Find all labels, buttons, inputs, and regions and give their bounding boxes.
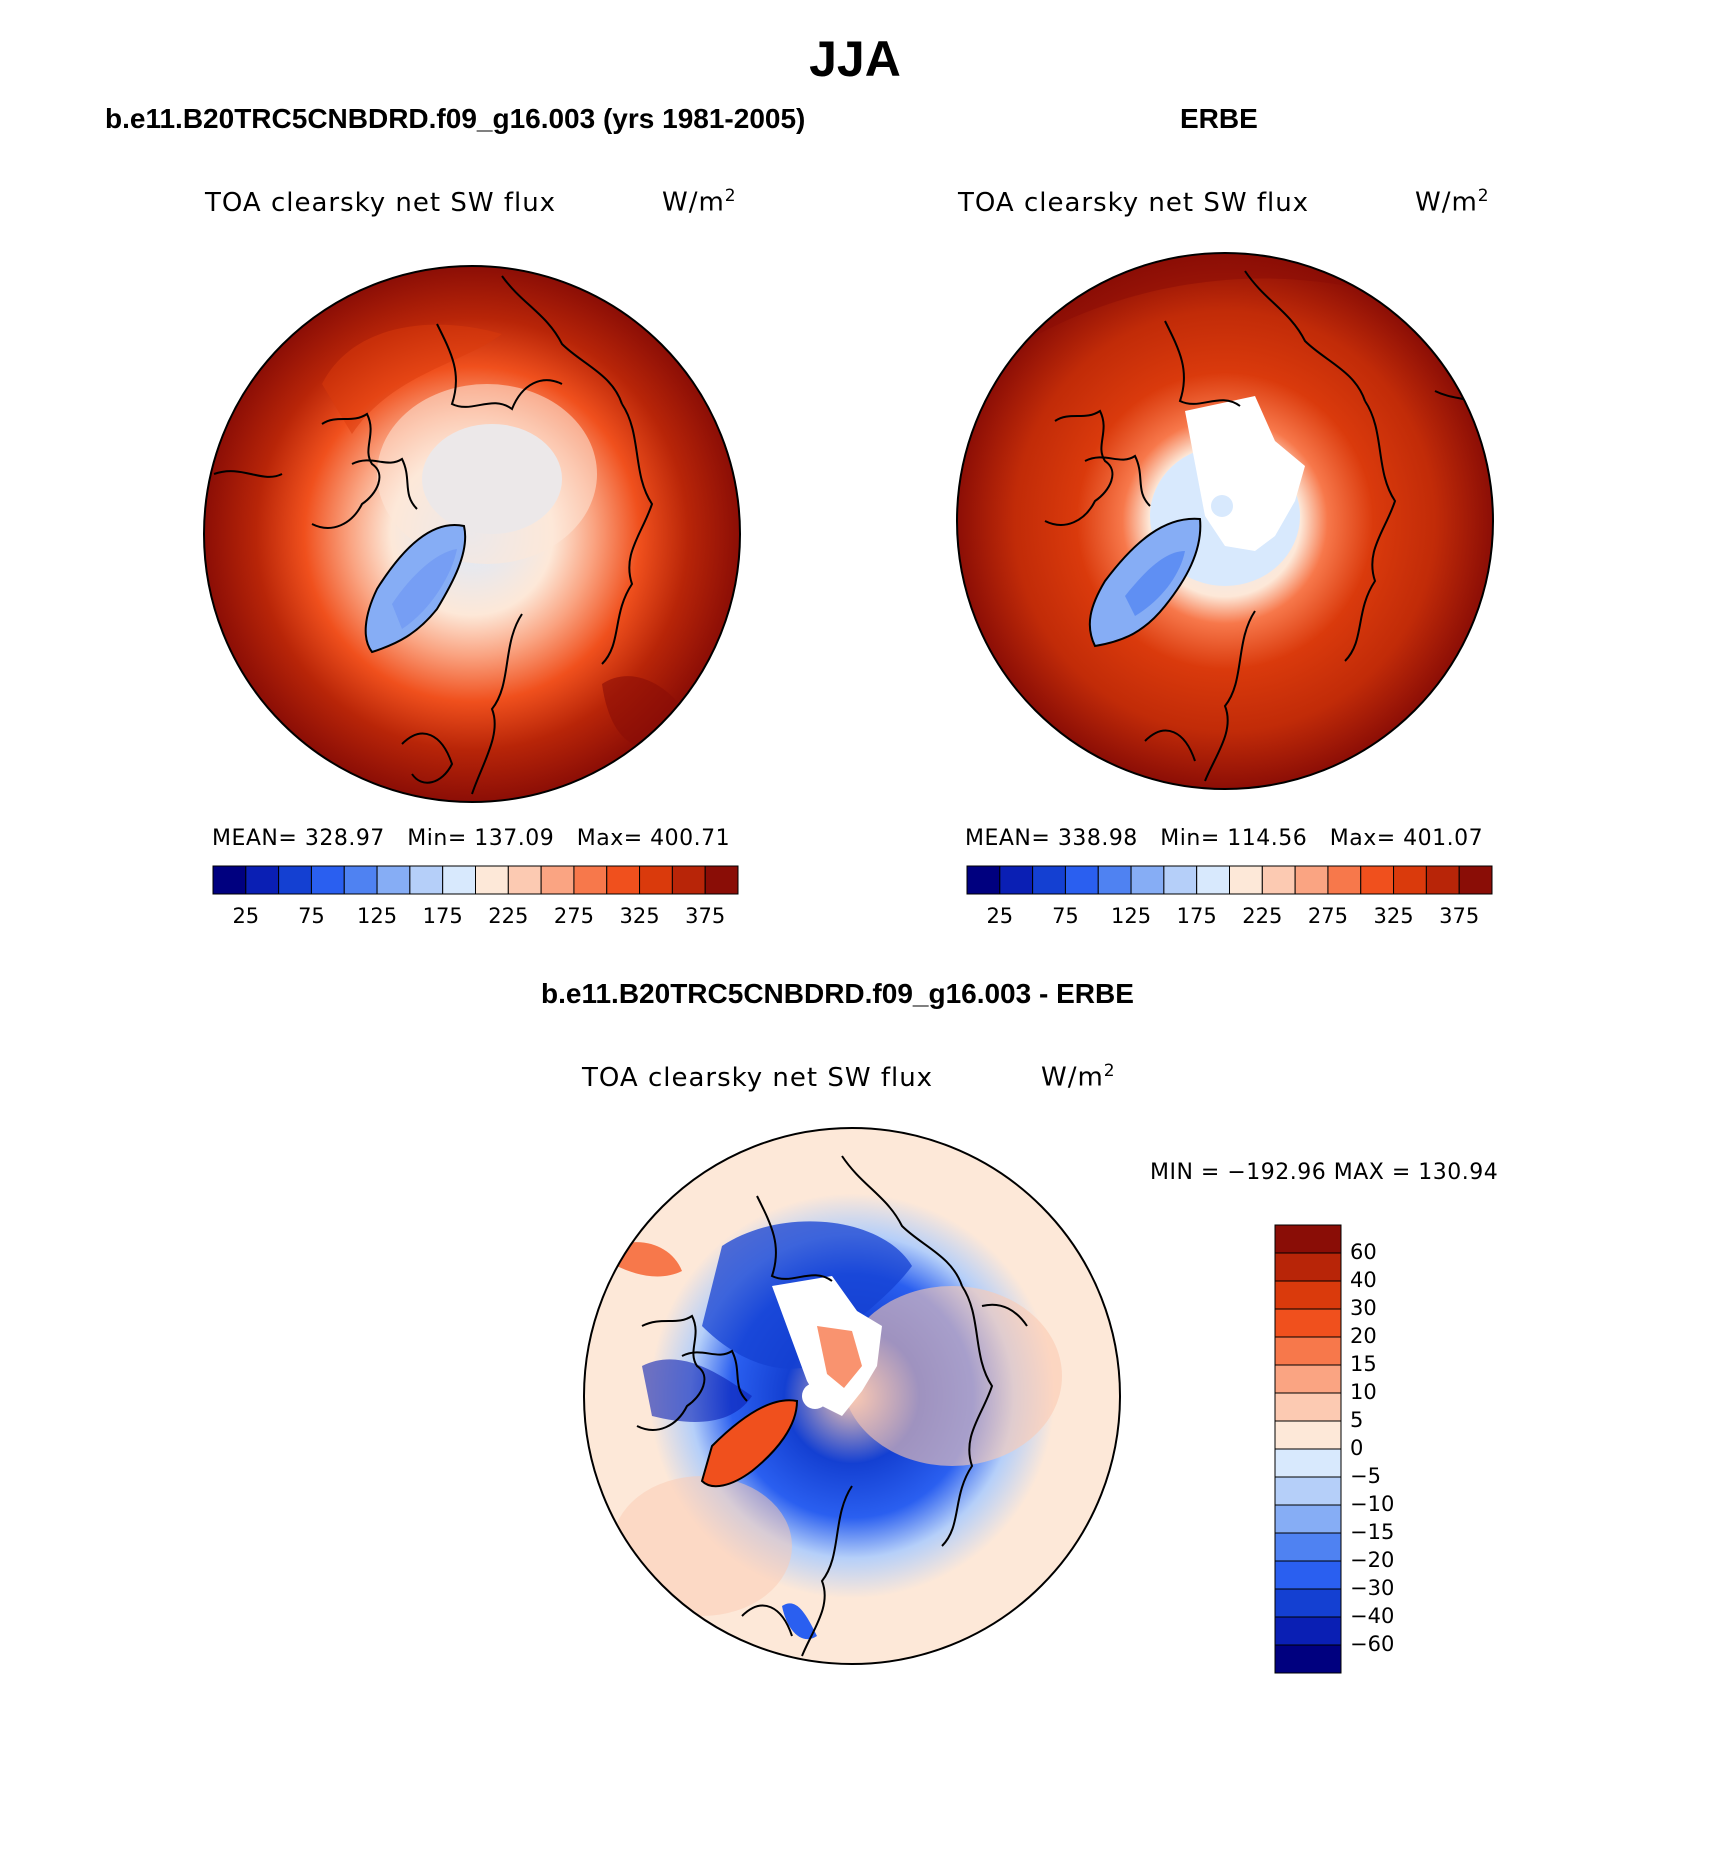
colorbar-tick-label: 225 xyxy=(1242,904,1283,928)
diff-panel-variable-label: TOA clearsky net SW flux xyxy=(582,1063,934,1093)
colorbar-swatch xyxy=(1274,1532,1342,1562)
colorbar-swatch xyxy=(704,865,739,895)
colorbar-tick-label: 375 xyxy=(1439,904,1480,928)
colorbar-tick-label: 20 xyxy=(1350,1324,1377,1348)
colorbar-tick-label: −30 xyxy=(1350,1576,1395,1600)
colorbar-swatch xyxy=(1274,1252,1342,1282)
colorbar-tick-label: 75 xyxy=(298,904,325,928)
colorbar-tick-label: 325 xyxy=(1373,904,1414,928)
colorbar-swatch xyxy=(278,865,312,895)
colorbar-tick-label: 5 xyxy=(1350,1408,1364,1432)
map-erbe-polar xyxy=(956,252,1494,790)
colorbar-tick-label: 30 xyxy=(1350,1296,1377,1320)
figure-title: JJA xyxy=(809,31,901,87)
colorbar-swatch xyxy=(999,865,1034,895)
colorbar-swatch xyxy=(573,865,608,895)
diff-panel-minmax: MIN = −192.96 MAX = 130.94 xyxy=(1150,1160,1499,1185)
colorbar-swatch xyxy=(1064,865,1099,895)
colorbar-swatch xyxy=(442,865,476,895)
colorbar-swatch xyxy=(1274,1336,1342,1366)
colorbar-tick-label: 0 xyxy=(1350,1436,1364,1460)
colorbar-tick-label: 75 xyxy=(1052,904,1079,928)
colorbar-swatch xyxy=(1097,865,1132,895)
colorbar-tick-label: −10 xyxy=(1350,1492,1395,1516)
colorbar-swatch xyxy=(343,865,378,895)
colorbar-swatch xyxy=(1274,1364,1342,1394)
colorbar-tick-label: −20 xyxy=(1350,1548,1395,1572)
colorbar-tick-label: 275 xyxy=(553,904,594,928)
colorbar-swatch xyxy=(1274,1280,1342,1310)
colorbar-tick-label: 40 xyxy=(1350,1268,1377,1292)
colorbar-tick-label: 125 xyxy=(357,904,398,928)
panel-2-variable-label: TOA clearsky net SW flux xyxy=(958,188,1310,218)
colorbar-tick-label: 175 xyxy=(422,904,463,928)
colorbar-tick-label: 25 xyxy=(986,904,1014,928)
panel-2-colorbar xyxy=(966,865,1493,895)
diff-colorbar xyxy=(1274,1224,1342,1674)
colorbar-swatch xyxy=(1274,1476,1342,1506)
colorbar-swatch xyxy=(1130,865,1165,895)
colorbar-swatch xyxy=(245,865,280,895)
panel-1-variable-label: TOA clearsky net SW flux xyxy=(205,188,557,218)
colorbar-swatch xyxy=(1274,1588,1342,1618)
colorbar-swatch xyxy=(1163,865,1198,895)
colorbar-swatch xyxy=(606,865,641,895)
colorbar-swatch xyxy=(1032,865,1066,895)
colorbar-swatch xyxy=(1274,1308,1342,1338)
colorbar-swatch xyxy=(310,865,345,895)
colorbar-swatch xyxy=(1327,865,1362,895)
colorbar-swatch xyxy=(1274,1560,1342,1590)
colorbar-swatch xyxy=(507,865,542,895)
colorbar-swatch xyxy=(1274,1392,1342,1422)
colorbar-swatch xyxy=(1274,1616,1342,1646)
colorbar-tick-label: −15 xyxy=(1350,1520,1395,1544)
panel-2-stats: MEAN= 338.98 Min= 114.56 Max= 401.07 xyxy=(965,826,1484,851)
colorbar-swatch xyxy=(1261,865,1296,895)
colorbar-tick-label: 25 xyxy=(232,904,260,928)
colorbar-tick-label: −60 xyxy=(1350,1632,1395,1656)
colorbar-swatch xyxy=(540,865,575,895)
colorbar-swatch xyxy=(1274,1504,1342,1534)
colorbar-swatch xyxy=(1393,865,1427,895)
colorbar-tick-label: 375 xyxy=(685,904,726,928)
colorbar-tick-label: 325 xyxy=(619,904,660,928)
colorbar-swatch xyxy=(1274,1644,1342,1674)
colorbar-tick-label: 15 xyxy=(1350,1352,1377,1376)
colorbar-swatch xyxy=(1458,865,1493,895)
map-model-polar xyxy=(203,265,741,803)
colorbar-swatch xyxy=(1196,865,1230,895)
colorbar-tick-label: 225 xyxy=(488,904,529,928)
colorbar-swatch xyxy=(1294,865,1329,895)
colorbar-tick-label: 10 xyxy=(1350,1380,1377,1404)
diff-panel-title: b.e11.B20TRC5CNBDRD.f09_g16.003 - ERBE xyxy=(541,978,1134,1009)
colorbar-tick-label: −40 xyxy=(1350,1604,1395,1628)
colorbar-swatch xyxy=(1274,1448,1342,1478)
panel-1-colorbar xyxy=(212,865,739,895)
colorbar-swatch xyxy=(1425,865,1460,895)
panel-1-units-label: W/m2 xyxy=(662,186,737,218)
colorbar-swatch xyxy=(1360,865,1395,895)
map-difference-polar xyxy=(583,1127,1121,1665)
colorbar-swatch xyxy=(212,865,247,895)
colorbar-swatch xyxy=(1229,865,1263,895)
colorbar-tick-label: 275 xyxy=(1307,904,1348,928)
colorbar-swatch xyxy=(639,865,673,895)
colorbar-tick-label: 125 xyxy=(1111,904,1152,928)
panel-2-units-label: W/m2 xyxy=(1415,186,1490,218)
panel-1-stats: MEAN= 328.97 Min= 137.09 Max= 400.71 xyxy=(212,826,731,851)
colorbar-swatch xyxy=(671,865,706,895)
panel-2-title: ERBE xyxy=(1180,103,1258,134)
colorbar-tick-label: 175 xyxy=(1176,904,1217,928)
colorbar-swatch xyxy=(409,865,444,895)
colorbar-swatch xyxy=(966,865,1001,895)
colorbar-tick-label: −5 xyxy=(1350,1464,1381,1488)
colorbar-swatch xyxy=(1274,1420,1342,1450)
colorbar-swatch xyxy=(376,865,411,895)
colorbar-swatch xyxy=(475,865,509,895)
diff-panel-units-label: W/m2 xyxy=(1041,1061,1116,1093)
colorbar-tick-label: 60 xyxy=(1350,1240,1377,1264)
colorbar-swatch xyxy=(1274,1224,1342,1254)
panel-1-title: b.e11.B20TRC5CNBDRD.f09_g16.003 (yrs 198… xyxy=(105,103,806,134)
